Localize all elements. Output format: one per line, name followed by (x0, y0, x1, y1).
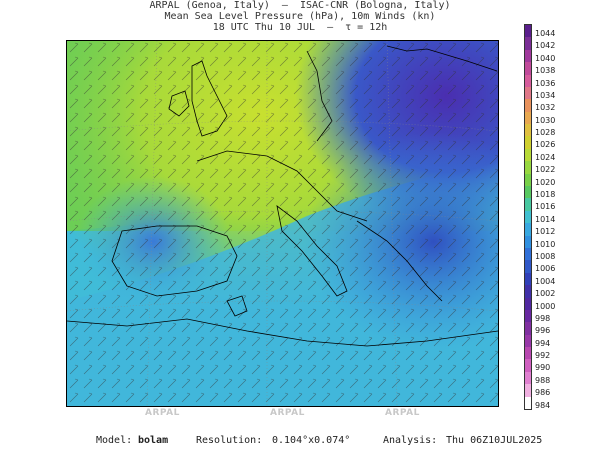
colorbar-segment (525, 272, 531, 286)
colorbar-segment (525, 347, 531, 360)
colorbar-label: 1004 (535, 276, 556, 286)
colorbar-segment (525, 371, 531, 385)
colorbar-label: 1042 (535, 41, 556, 51)
pressure-wind-map (66, 40, 499, 407)
colorbar-segment (525, 37, 531, 51)
colorbar-segment (525, 136, 531, 150)
colorbar-segment (525, 396, 531, 410)
colorbar-label: 1036 (535, 78, 556, 88)
colorbar-label: 992 (535, 351, 551, 361)
colorbar-label: 1032 (535, 103, 556, 113)
colorbar-segment (525, 247, 531, 261)
colorbar-label: 1028 (535, 128, 556, 138)
colorbar-segment (525, 334, 531, 348)
colorbar-label: 1018 (535, 190, 556, 200)
model-label: Model: (96, 435, 133, 446)
colorbar-label: 988 (535, 375, 551, 385)
title-line-3: 18 UTC Thu 10 JUL – τ = 12h (212, 22, 388, 33)
watermark-arpal-3: ARPAL (385, 408, 420, 418)
analysis-label: Analysis: (383, 435, 438, 446)
colorbar-segment (525, 148, 531, 162)
colorbar-segment (525, 384, 531, 398)
colorbar-label: 1020 (535, 177, 556, 187)
colorbar-segment (525, 235, 531, 249)
colorbar-segment (525, 186, 531, 199)
colorbar-segment (525, 260, 531, 274)
colorbar-segment (525, 210, 531, 224)
colorbar-label: 1034 (535, 90, 556, 100)
model-value: bolam (138, 435, 169, 446)
colorbar-segment (525, 285, 531, 298)
colorbar-segment (525, 223, 531, 237)
colorbar-label: 994 (535, 338, 551, 348)
colorbar-segment (525, 297, 531, 311)
colorbar-label: 986 (535, 388, 551, 398)
colorbar-segment (525, 173, 531, 187)
colorbar-label: 1002 (535, 289, 556, 299)
colorbar-segment (525, 74, 531, 88)
colorbar-segment (525, 49, 531, 63)
title-line-2: Mean Sea Level Pressure (hPa), 10m Winds… (164, 11, 436, 22)
colorbar-segment (525, 86, 531, 100)
colorbar-segment (525, 62, 531, 76)
colorbar-label: 1030 (535, 115, 556, 125)
colorbar-label: 996 (535, 326, 551, 336)
pressure-colorbar (524, 24, 532, 410)
colorbar-label: 1026 (535, 140, 556, 150)
resolution-value: 0.104°x0.074° (272, 435, 351, 446)
colorbar-segment (525, 198, 531, 212)
colorbar-label: 1008 (535, 251, 556, 261)
colorbar-label: 1014 (535, 214, 556, 224)
colorbar-label: 1024 (535, 152, 556, 162)
resolution-label: Resolution: (196, 435, 263, 446)
colorbar-segment (525, 99, 531, 113)
colorbar-segment (525, 309, 531, 323)
colorbar-segment (525, 359, 531, 373)
analysis-value: Thu 06Z10JUL2025 (446, 435, 543, 446)
colorbar-segment (525, 111, 531, 125)
colorbar-segment (525, 25, 531, 38)
colorbar-label: 998 (535, 313, 551, 323)
colorbar-label: 990 (535, 363, 551, 373)
colorbar-label: 1000 (535, 301, 556, 311)
title-line-1: ARPAL (Genoa, Italy) – ISAC-CNR (Bologna… (149, 0, 451, 11)
colorbar-label: 1010 (535, 239, 556, 249)
colorbar-label: 1022 (535, 165, 556, 175)
colorbar-label: 1038 (535, 66, 556, 76)
colorbar-label: 1040 (535, 53, 556, 63)
colorbar-segment (525, 322, 531, 336)
colorbar-label: 984 (535, 400, 551, 410)
colorbar-segment (525, 161, 531, 175)
colorbar-label: 1006 (535, 264, 556, 274)
colorbar-segment (525, 124, 531, 137)
watermark-arpal-1: ARPAL (145, 408, 180, 418)
colorbar-label: 1012 (535, 227, 556, 237)
colorbar-label: 1044 (535, 29, 556, 38)
colorbar-label: 1016 (535, 202, 556, 212)
watermark-arpal-2: ARPAL (270, 408, 305, 418)
